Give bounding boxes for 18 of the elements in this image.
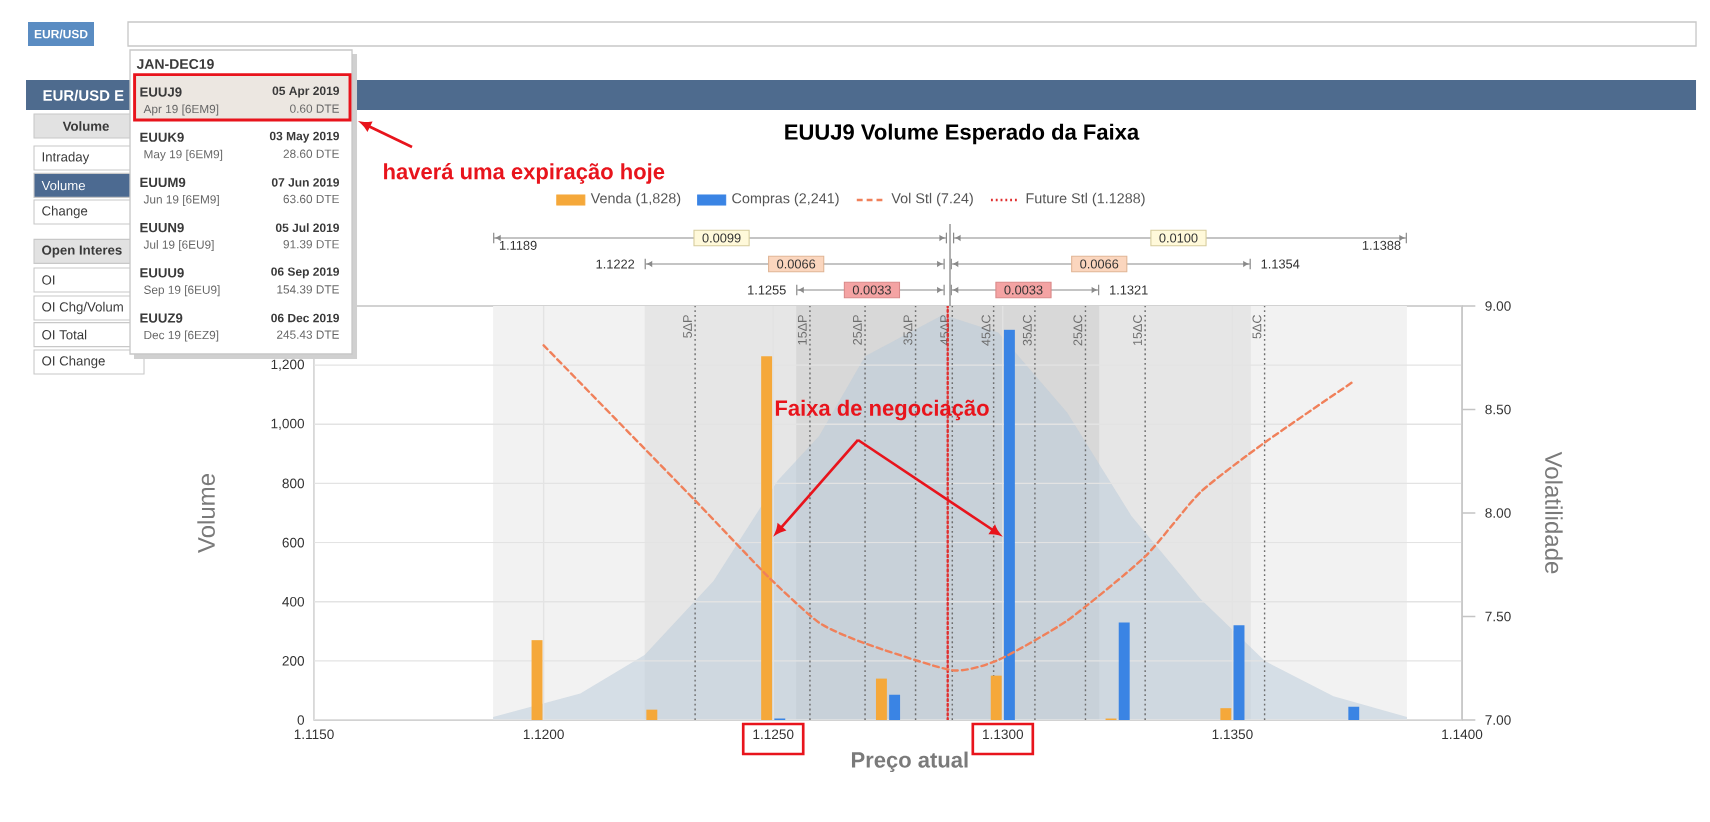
text: haverá uma expiração hoje — [384, 163, 665, 184]
y2-axis-title: Volatilidade — [1545, 451, 1563, 574]
annotation: Faixa de negociação — [775, 399, 989, 421]
bar — [1220, 708, 1232, 720]
bar — [875, 678, 887, 720]
bar — [1003, 329, 1015, 720]
bar — [1118, 622, 1130, 720]
bar — [889, 694, 901, 720]
bar — [646, 709, 658, 720]
bar — [990, 675, 1002, 720]
bar — [761, 356, 773, 720]
bar — [1233, 625, 1245, 720]
line-series — [542, 344, 1354, 672]
x-axis-title: Preço atual — [851, 751, 968, 773]
y-axis-title: Volume — [197, 474, 215, 553]
chart-title: EUUJ9 Volume Esperado da Faixa — [785, 123, 1140, 145]
bar — [531, 640, 543, 720]
bar — [1348, 706, 1360, 720]
